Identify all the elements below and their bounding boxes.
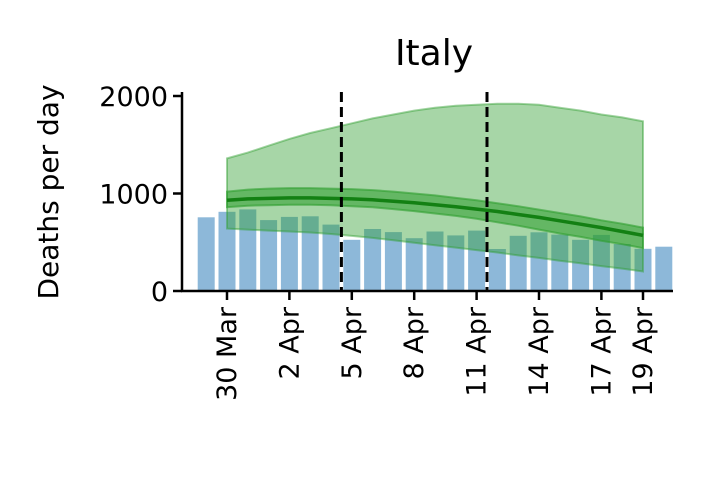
bar-observed-deaths	[572, 239, 590, 291]
bar-observed-deaths	[197, 217, 215, 291]
bar-observed-deaths	[364, 229, 382, 291]
x-tick-label: 14 Apr	[524, 306, 555, 397]
bar-observed-deaths	[301, 216, 319, 291]
y-axis-label: Deaths per day	[32, 84, 65, 299]
line-model-mean	[226, 196, 644, 238]
x-tick-label: 11 Apr	[462, 306, 493, 397]
bar-observed-deaths	[488, 249, 506, 291]
bar-observed-deaths	[530, 232, 548, 291]
bar-observed-deaths	[343, 239, 361, 291]
bar-observed-deaths	[280, 216, 298, 291]
bar-observed-deaths	[384, 232, 402, 291]
bar-observed-deaths	[218, 211, 236, 291]
bar-observed-deaths	[634, 248, 652, 291]
band-inner-interval	[226, 187, 644, 250]
bar-observed-deaths	[239, 209, 257, 291]
bar-observed-deaths	[551, 234, 569, 291]
x-tick-label: 17 Apr	[586, 306, 617, 397]
bar-observed-deaths	[405, 238, 423, 291]
bar-observed-deaths	[613, 244, 631, 291]
bar-observed-deaths	[426, 231, 444, 291]
x-tick-label: 30 Mar	[212, 306, 243, 401]
x-tick-label: 5 Apr	[337, 306, 368, 379]
bar-observed-deaths	[655, 246, 673, 291]
x-tick-label: 8 Apr	[399, 306, 430, 379]
bar-observed-deaths	[447, 235, 465, 291]
bar-observed-deaths	[468, 230, 486, 291]
chart-title: Italy	[395, 33, 473, 74]
y-tick-label: 2000	[99, 82, 168, 113]
axes-layer: 0 1000 2000 30 Mar 2 Apr 5 Apr 8 Apr 11 Apr 14 A…	[99, 82, 673, 401]
bar-observed-deaths	[509, 235, 527, 291]
model-bands-layer	[226, 102, 644, 273]
x-tick-label: 2 Apr	[274, 306, 305, 379]
bars-layer	[197, 209, 673, 291]
y-tick-label: 0	[151, 277, 168, 308]
y-tick-label: 1000	[99, 180, 168, 211]
bar-observed-deaths	[322, 224, 340, 291]
model-lines-layer	[226, 92, 644, 291]
x-tick-label: 19 Apr	[628, 306, 659, 397]
bar-observed-deaths	[592, 234, 610, 291]
bar-observed-deaths	[260, 220, 278, 291]
